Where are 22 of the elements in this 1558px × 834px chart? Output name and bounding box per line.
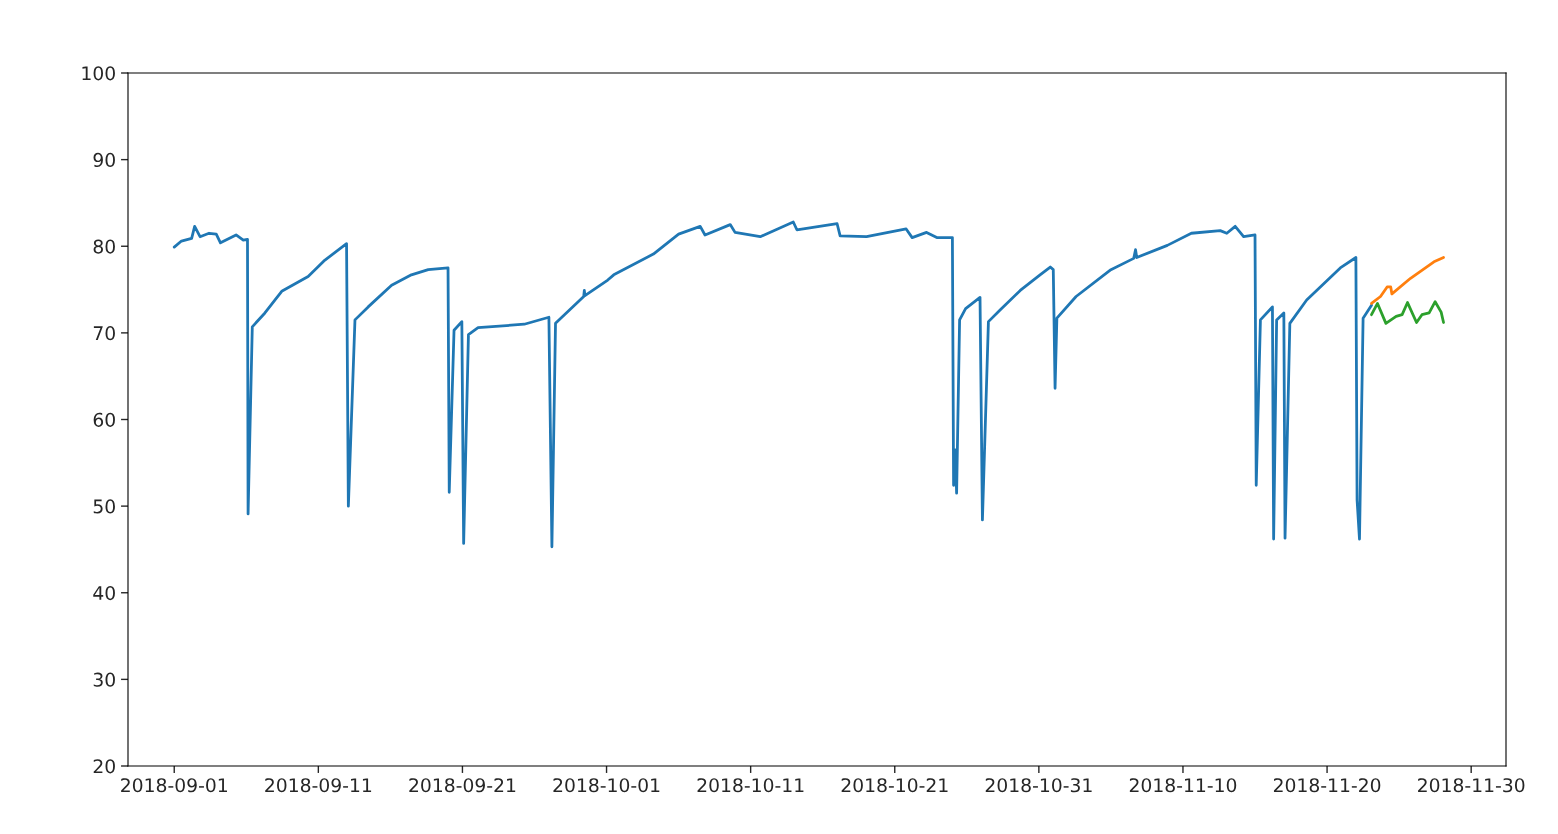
x-tick-label: 2018-11-20	[1273, 778, 1381, 793]
line-series	[1370, 300, 1445, 325]
y-tick-label: 70	[93, 326, 115, 341]
y-tick-label: 60	[93, 412, 115, 427]
y-tick-label: 80	[93, 239, 115, 254]
x-tick-label: 2018-10-21	[841, 778, 948, 793]
x-tick-label: 2018-10-11	[697, 778, 804, 793]
x-tick-label: 2018-09-11	[265, 778, 372, 793]
x-tick-label: 2018-10-01	[553, 778, 660, 793]
x-tick-label: 2018-09-01	[121, 778, 227, 793]
y-tick-label: 50	[93, 499, 115, 514]
x-tick-label: 2018-11-30	[1418, 778, 1525, 793]
y-tick-label: 30	[93, 672, 115, 687]
line-series	[172, 220, 1373, 549]
y-tick-label: 100	[82, 66, 115, 81]
x-tick-label: 2018-10-31	[985, 778, 1092, 793]
x-tick-label: 2018-11-10	[1129, 778, 1237, 793]
y-tick-label: 40	[93, 585, 115, 601]
y-tick-label: 90	[93, 152, 115, 168]
y-tick-label: 20	[93, 759, 115, 774]
line-series	[1370, 256, 1445, 305]
x-tick-label: 2018-09-21	[409, 778, 516, 793]
